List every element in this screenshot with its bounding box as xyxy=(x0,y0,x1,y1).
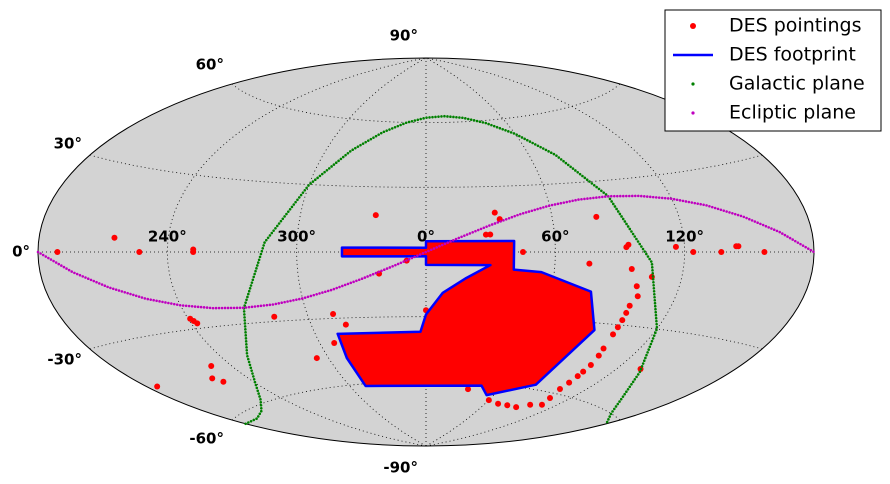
pointing-marker xyxy=(209,375,216,382)
footprint-line xyxy=(336,239,596,397)
pointing-marker xyxy=(220,378,227,385)
legend-label: Galactic plane xyxy=(729,73,865,95)
pointing-marker xyxy=(672,243,679,250)
pointing-marker xyxy=(187,315,194,322)
pointing-marker xyxy=(600,345,607,352)
longitude-tick-label: 0° xyxy=(417,228,435,246)
latitude-tick-label: -90° xyxy=(383,459,418,477)
pointing-marker xyxy=(566,379,573,386)
pointing-marker xyxy=(527,401,534,408)
pointing-marker xyxy=(593,213,600,220)
parallel-grid-line xyxy=(231,83,621,124)
pointing-marker xyxy=(690,249,697,255)
plane-curve xyxy=(36,194,816,310)
pointing-marker xyxy=(465,386,472,393)
pointing-marker xyxy=(482,231,489,238)
latitude-tick-label: -30° xyxy=(47,351,82,369)
pointing-marker xyxy=(313,355,320,362)
pointing-marker xyxy=(331,340,338,347)
pointing-marker xyxy=(271,313,278,320)
legend-label: DES pointings xyxy=(729,15,861,37)
pointing-marker xyxy=(194,320,201,327)
pointing-marker xyxy=(487,231,494,238)
pointing-marker xyxy=(547,395,553,402)
legend-marker xyxy=(691,82,695,86)
pointing-marker xyxy=(495,400,502,407)
longitude-tick-label: 60° xyxy=(541,228,569,246)
pointing-marker xyxy=(372,212,379,219)
latitude-tick-label: 90° xyxy=(390,27,418,45)
pointing-marker xyxy=(556,385,563,392)
longitude-tick-label: 120° xyxy=(665,228,704,246)
pointing-marker xyxy=(586,260,593,267)
pointing-marker xyxy=(190,246,197,253)
pointing-marker xyxy=(54,249,61,255)
pointing-marker xyxy=(538,401,545,408)
pointing-marker xyxy=(626,302,633,309)
legend: DES pointings DES footprint Galactic plane… xyxy=(664,9,882,132)
pointing-marker xyxy=(485,397,492,404)
legend-marker xyxy=(690,23,696,29)
pointing-marker xyxy=(513,404,520,411)
pointing-marker xyxy=(491,209,498,216)
pointing-marker xyxy=(574,373,581,380)
plane-curve xyxy=(242,114,659,426)
latitude-tick-label: 0° xyxy=(12,243,30,261)
legend-label: Ecliptic plane xyxy=(729,102,856,124)
longitude-tick-label: 300° xyxy=(277,228,316,246)
pointing-marker xyxy=(633,283,640,290)
pointing-marker xyxy=(623,309,630,316)
pointing-marker xyxy=(625,241,632,248)
latitude-tick-label: 60° xyxy=(196,55,224,73)
pointing-marker xyxy=(208,362,215,369)
pointing-marker xyxy=(628,266,635,273)
legend-label: DES footprint xyxy=(729,44,856,66)
pointing-marker xyxy=(520,249,526,255)
pointing-marker xyxy=(761,249,768,255)
pointing-marker xyxy=(111,234,118,241)
pointing-marker xyxy=(595,352,602,359)
pointing-marker xyxy=(614,324,621,331)
pointing-marker xyxy=(634,293,641,300)
pointing-marker xyxy=(587,361,594,368)
pointing-marker xyxy=(342,321,349,328)
latitude-tick-label: 30° xyxy=(54,135,82,153)
pointing-marker xyxy=(154,383,161,390)
meridian-grid-line xyxy=(425,57,556,447)
pointing-marker xyxy=(580,368,587,375)
pointing-marker xyxy=(619,317,626,324)
legend-box xyxy=(664,9,882,132)
pointing-marker xyxy=(735,243,742,250)
pointing-marker xyxy=(610,331,617,338)
meridian-grid-line xyxy=(296,57,427,447)
pointing-marker xyxy=(504,402,511,409)
pointing-marker xyxy=(718,249,725,255)
legend-marker xyxy=(691,111,695,115)
longitude-tick-label: 240° xyxy=(148,228,187,246)
pointing-marker xyxy=(136,249,143,255)
latitude-tick-label: -60° xyxy=(189,430,224,448)
pointing-marker xyxy=(330,310,337,317)
